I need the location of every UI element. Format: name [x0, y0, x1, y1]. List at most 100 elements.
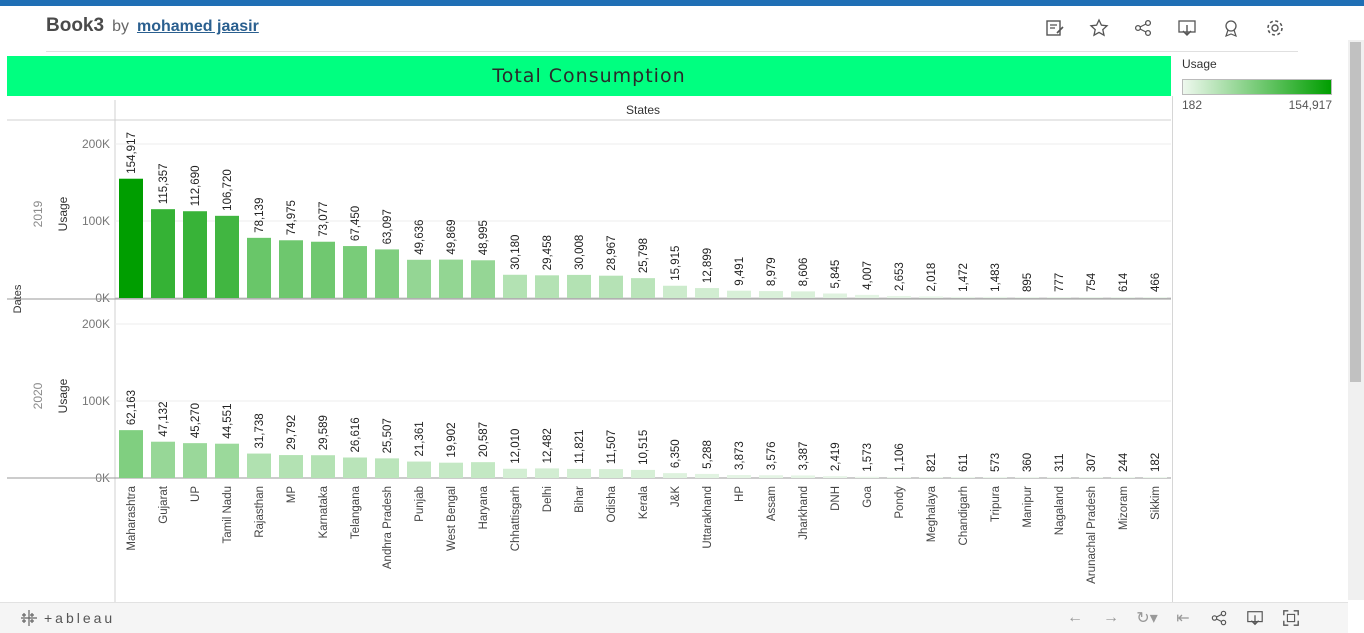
star-icon[interactable]	[1088, 17, 1110, 39]
category-label: DNH	[830, 486, 842, 511]
bar-value-label: 12,899	[702, 248, 714, 283]
bar-value-label: 45,270	[190, 403, 202, 438]
bar-value-label: 1,106	[894, 443, 906, 472]
bar-2019	[1079, 297, 1103, 298]
pane-year-label: 2019	[31, 200, 45, 227]
tableau-cross-icon	[21, 610, 37, 626]
author-link[interactable]: mohamed jaasir	[136, 18, 259, 35]
revert-icon[interactable]: ↻▾	[1136, 610, 1158, 627]
tableau-logo[interactable]: +ableau	[20, 609, 115, 627]
bar-value-label: 63,097	[382, 209, 394, 244]
pane-measure-label: Usage	[56, 378, 70, 413]
bar-value-label: 12,010	[510, 429, 522, 464]
bar-2020	[471, 462, 495, 478]
bar-value-label: 21,361	[414, 421, 426, 456]
vertical-scrollbar[interactable]	[1348, 40, 1364, 600]
share-icon[interactable]	[1132, 17, 1154, 39]
bar-2019	[471, 260, 495, 298]
gear-icon[interactable]	[1264, 17, 1286, 39]
bar-2019	[439, 259, 463, 298]
badge-icon[interactable]	[1220, 17, 1242, 39]
pane-divider	[1172, 96, 1173, 602]
bar-2020	[631, 469, 655, 478]
bar-value-label: 28,967	[606, 236, 618, 271]
bar-2019	[215, 215, 239, 298]
bar-2020	[1079, 477, 1103, 478]
bar-value-label: 154,917	[126, 132, 138, 174]
y-tick-label: 200K	[82, 317, 110, 331]
bar-value-label: 19,902	[446, 422, 458, 457]
bar-value-label: 73,077	[318, 202, 330, 237]
bar-value-label: 614	[1118, 272, 1130, 292]
bar-value-label: 48,995	[478, 220, 490, 255]
category-label: Maharashtra	[126, 485, 138, 550]
bar-value-label: 5,845	[830, 260, 842, 289]
bar-2020	[855, 476, 879, 478]
bar-value-label: 78,139	[254, 198, 266, 233]
bar-2019	[663, 285, 687, 298]
category-label: Tripura	[990, 485, 1002, 522]
bar-2019	[695, 288, 719, 298]
category-label: Mizoram	[1118, 486, 1130, 530]
bar-2019	[311, 241, 335, 298]
category-label: Goa	[862, 485, 874, 507]
bar-2019	[151, 209, 175, 298]
scrollbar-thumb[interactable]	[1350, 42, 1361, 382]
bar-2019	[983, 296, 1007, 298]
bar-2019	[183, 211, 207, 298]
category-label: HP	[734, 486, 746, 502]
category-label: J&K	[670, 486, 682, 507]
bar-value-label: 12,482	[542, 428, 554, 463]
bar-2019	[1111, 297, 1135, 298]
bar-2020	[695, 473, 719, 478]
bar-2020	[183, 443, 207, 478]
bar-2019	[407, 259, 431, 298]
bar-value-label: 2,653	[894, 262, 906, 291]
redo-icon[interactable]: →	[1103, 609, 1119, 626]
bar-value-label: 182	[1150, 453, 1162, 472]
bar-2019	[1015, 297, 1039, 298]
category-label: Meghalaya	[926, 485, 938, 542]
category-label: Bihar	[574, 486, 586, 513]
download-icon[interactable]	[1244, 607, 1266, 629]
bar-value-label: 3,387	[798, 442, 810, 471]
bar-value-label: 6,350	[670, 439, 682, 468]
bar-2020	[151, 441, 175, 478]
bar-2019	[535, 275, 559, 298]
bar-2020	[343, 457, 367, 478]
bar-2020	[1047, 477, 1071, 478]
legend-max-label: 154,917	[1288, 98, 1332, 112]
edit-icon[interactable]	[1044, 17, 1066, 39]
undo-icon[interactable]: ←	[1067, 609, 1083, 626]
pane-year-label: 2020	[31, 382, 45, 409]
bar-value-label: 112,690	[190, 166, 202, 207]
category-label: Rajasthan	[254, 486, 266, 538]
fullscreen-icon[interactable]	[1280, 607, 1302, 629]
bar-2020	[983, 477, 1007, 478]
download-icon[interactable]	[1176, 17, 1198, 39]
category-label: Nagaland	[1054, 486, 1066, 535]
bar-2019	[247, 237, 271, 298]
share-icon[interactable]	[1208, 607, 1230, 629]
bar-2020	[887, 477, 911, 478]
bar-value-label: 777	[1054, 273, 1066, 292]
category-label: Chandigarh	[958, 486, 970, 545]
bar-value-label: 8,979	[766, 257, 778, 286]
bar-2020	[247, 453, 271, 478]
bar-2019	[119, 178, 143, 298]
category-label: Uttarakhand	[702, 486, 714, 549]
bar-2019	[951, 296, 975, 298]
tableau-logo-text: +ableau	[44, 610, 116, 626]
category-label: Assam	[766, 486, 778, 521]
reset-icon[interactable]: ⇤	[1176, 610, 1190, 627]
tableau-footer: +ableau ← → ↻▾ ⇤	[0, 602, 1348, 633]
bar-value-label: 49,636	[414, 220, 426, 255]
bar-2019	[279, 240, 303, 298]
bar-2019	[1047, 297, 1071, 298]
top-accent-bar	[0, 0, 1364, 6]
category-label: Kerala	[638, 485, 650, 519]
header-divider	[46, 51, 1298, 52]
banner-title: Total Consumption	[492, 65, 686, 87]
bar-2019	[503, 274, 527, 298]
bar-value-label: 49,869	[446, 219, 458, 254]
